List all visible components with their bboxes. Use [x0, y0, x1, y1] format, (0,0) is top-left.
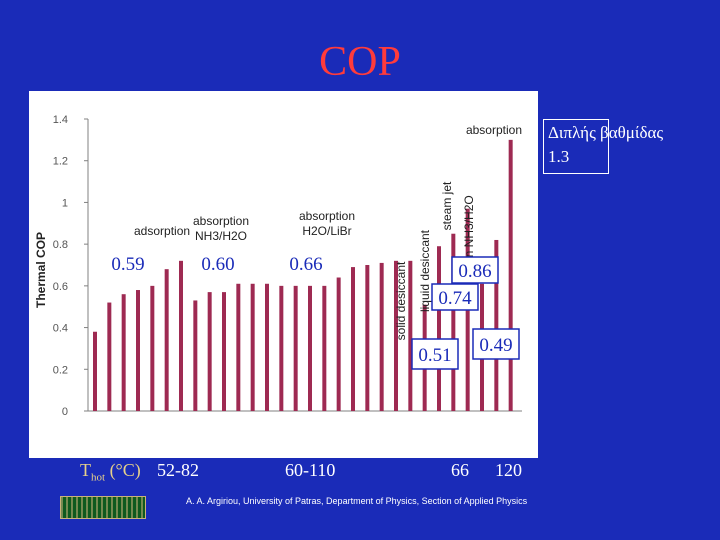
chart-area: 0 0.2 0.4 0.6 0.8 1 1.2 1.4 Thermal COP adsorpti…	[29, 91, 538, 458]
bar	[164, 269, 169, 411]
bar	[250, 283, 255, 411]
annotation-value: 0.60	[201, 254, 234, 275]
bar	[437, 246, 441, 411]
category-label-line: solid desiccant	[394, 261, 408, 340]
category-label-line: absorption	[466, 123, 522, 137]
y-tick-label: 0.2	[53, 364, 68, 376]
note-line-1: Διπλής βαθμίδας	[548, 123, 664, 142]
bar	[207, 292, 212, 411]
annotation-value: 0.59	[111, 254, 144, 275]
bar	[336, 277, 341, 411]
category-label-line: absorption	[299, 209, 355, 223]
thot-sub: hot	[91, 471, 106, 484]
two-stage-note: Διπλής βαθμίδας 1.3	[543, 119, 664, 174]
thot-label: Thot (°C)	[80, 460, 141, 484]
category-label-line: H2O/LiBr	[302, 224, 351, 238]
y-tick-label: 1	[62, 197, 68, 209]
bar	[508, 139, 513, 411]
temp-range-4: 117	[472, 441, 499, 461]
bar	[265, 283, 269, 411]
annotation-box	[431, 283, 479, 311]
note-line-2: 1.3	[548, 147, 570, 166]
category-label-line: liquid desiccant	[418, 229, 432, 312]
thot-unit: (°C)	[105, 460, 141, 480]
bar	[322, 285, 327, 411]
annotation-value: 0.49	[479, 335, 512, 356]
bar	[494, 239, 499, 411]
bar	[93, 331, 97, 411]
bar	[351, 267, 355, 411]
bar	[121, 294, 126, 411]
category-label: steam jet	[440, 181, 454, 230]
annotation-box	[451, 256, 499, 284]
temp-range-5: 120	[495, 460, 522, 480]
thot-main: T	[80, 460, 91, 480]
y-tick-label: 1.4	[53, 114, 68, 126]
bar	[308, 285, 312, 411]
y-axis-title: Thermal COP	[34, 232, 48, 308]
annotation-box	[472, 328, 520, 360]
temp-range-1: 52-82	[157, 460, 199, 480]
temp-range-2: 60-110	[285, 460, 336, 480]
bar	[279, 285, 284, 411]
y-tick-label: 0.6	[53, 281, 68, 293]
annotation-box	[411, 338, 459, 370]
y-tick-label: 0.8	[53, 239, 68, 251]
annotation-value: 0.74	[438, 288, 472, 309]
credit-line: A. A. Argiriou, University of Patras, De…	[186, 496, 528, 506]
category-label-line: NH3/H2O	[195, 229, 247, 243]
bar	[179, 260, 183, 411]
category-label: absorption	[466, 123, 522, 137]
bar	[150, 285, 155, 411]
y-tick-label: 1.2	[53, 156, 68, 168]
y-tick-label: 0	[62, 406, 68, 418]
bar	[365, 265, 370, 411]
annotation-value: 0.51	[418, 345, 451, 366]
category-label: liquid desiccant	[418, 229, 432, 312]
category-label-line: adsorption	[134, 224, 190, 238]
annotation-value: 0.86	[458, 261, 491, 282]
bar	[236, 283, 241, 411]
slide-title: COP	[319, 39, 401, 85]
bar	[451, 233, 456, 411]
bar	[222, 292, 226, 411]
category-label-line: steam jet	[440, 181, 454, 230]
annotation-value: 0.66	[289, 254, 322, 275]
category-label: adsorption	[134, 224, 190, 238]
bar	[193, 300, 198, 411]
bar	[394, 260, 398, 411]
bar	[379, 262, 384, 411]
bar	[408, 260, 413, 411]
bar-chart: 0 0.2 0.4 0.6 0.8 1 1.2 1.4 Thermal COP adsorpti…	[34, 114, 522, 418]
temp-range-3: 66	[451, 460, 469, 480]
category-label-line: absorption	[193, 214, 249, 228]
university-logo	[60, 496, 146, 519]
y-tick-label: 0.4	[53, 323, 68, 335]
bar	[107, 302, 112, 411]
category-label: solid desiccant	[394, 261, 408, 340]
bar	[136, 290, 140, 411]
bar	[293, 285, 298, 411]
